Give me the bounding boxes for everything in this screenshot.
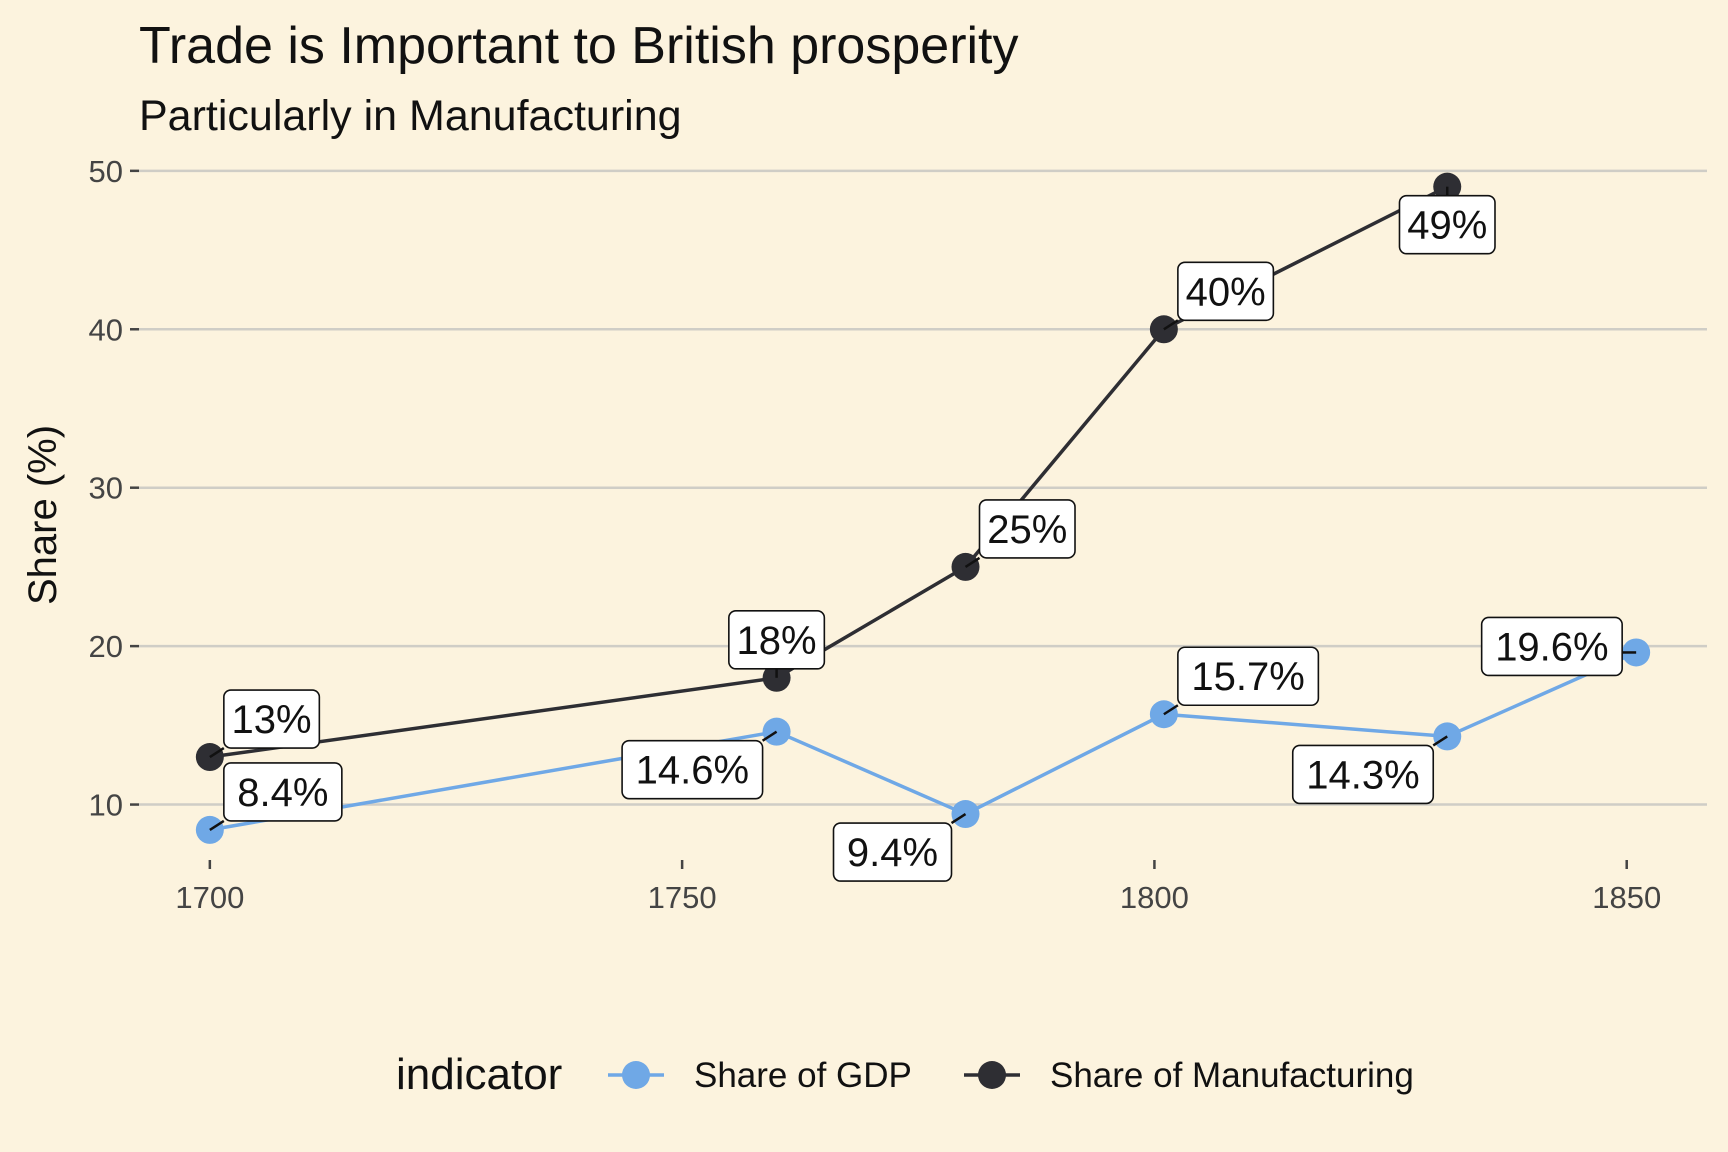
gridlines [139,169,1707,806]
data-label-s0-4: 14.3% [1291,735,1448,805]
data-label-text: 14.3% [1306,753,1419,797]
data-label-box [621,739,764,800]
data-label-leader [761,730,778,742]
data-label-text: 49% [1407,204,1487,248]
data-label-leader [1163,319,1179,331]
axes: 10 20 30 40 50 1700 1750 1800 1850 [89,154,1662,915]
x-tick-label-1850: 1850 [1592,880,1661,915]
data-label-leader [964,556,981,568]
data-label-box [1398,194,1496,255]
data-label-text: 9.4% [847,831,938,875]
data-label-text: 40% [1186,270,1266,314]
legend-key-point-0 [622,1061,650,1089]
data-label-s0-2: 9.4% [832,813,967,882]
y-tick-label-20: 20 [89,629,123,664]
legend-key-point-1 [978,1061,1006,1089]
data-label-box [1291,744,1435,805]
data-label-box [223,689,321,749]
data-label-s0-5: 19.6% [1480,616,1637,677]
x-tick-label-1700: 1700 [175,880,244,915]
chart-title: Trade is Important to British prosperity [139,17,1019,75]
chart-subtitle: Particularly in Manufacturing [139,92,682,140]
data-label-box [728,610,826,670]
legend: indicator Share of GDP Share of Manufactu… [396,1050,1414,1099]
y-tick-label-10: 10 [89,788,123,823]
data-label-text: 19.6% [1495,625,1608,669]
data-label-box [1177,646,1320,707]
data-label-text: 13% [232,698,312,742]
x-tick-label-1750: 1750 [648,880,717,915]
data-label-s1-0: 13% [209,689,321,759]
data-label-leader [950,813,967,825]
data-label-leader [209,746,225,759]
data-label-box [832,822,953,882]
data-label-text: 14.6% [636,749,749,793]
data-label-box [1480,616,1623,677]
data-label-box [223,762,343,822]
legend-title: indicator [396,1050,562,1099]
legend-label-0: Share of GDP [694,1056,912,1095]
y-tick-label-30: 30 [89,471,123,506]
data-points [195,172,1651,844]
data-label-text: 15.7% [1191,655,1304,699]
y-tick-label-50: 50 [89,154,123,189]
data-label-leader [209,819,225,831]
data-label-box [1177,261,1275,322]
data-label-s1-1: 18% [728,610,826,678]
data-label-s1-4: 49% [1398,186,1496,255]
data-label-s0-1: 14.6% [621,730,778,800]
data-label-s0-0: 8.4% [209,762,343,831]
data-label-text: 8.4% [237,771,328,815]
legend-label-1: Share of Manufacturing [1050,1056,1414,1095]
data-label-text: 25% [987,508,1067,552]
series-lines [209,185,1637,832]
data-labels: 8.4% 14.6% 9.4% 15.7% 14.3% 19.6% 13% 18% 25% 40%… [209,186,1637,882]
x-tick-label-1800: 1800 [1120,880,1189,915]
y-tick-label-40: 40 [89,312,123,347]
data-label-leader [1163,704,1179,716]
data-label-text: 18% [737,619,817,663]
data-label-s0-3: 15.7% [1163,646,1320,716]
data-label-s1-3: 40% [1163,261,1275,331]
data-label-box [978,499,1076,559]
data-label-s1-2: 25% [964,499,1076,568]
data-label-leader [1432,735,1448,747]
y-axis-label: Share (%) [21,425,65,605]
